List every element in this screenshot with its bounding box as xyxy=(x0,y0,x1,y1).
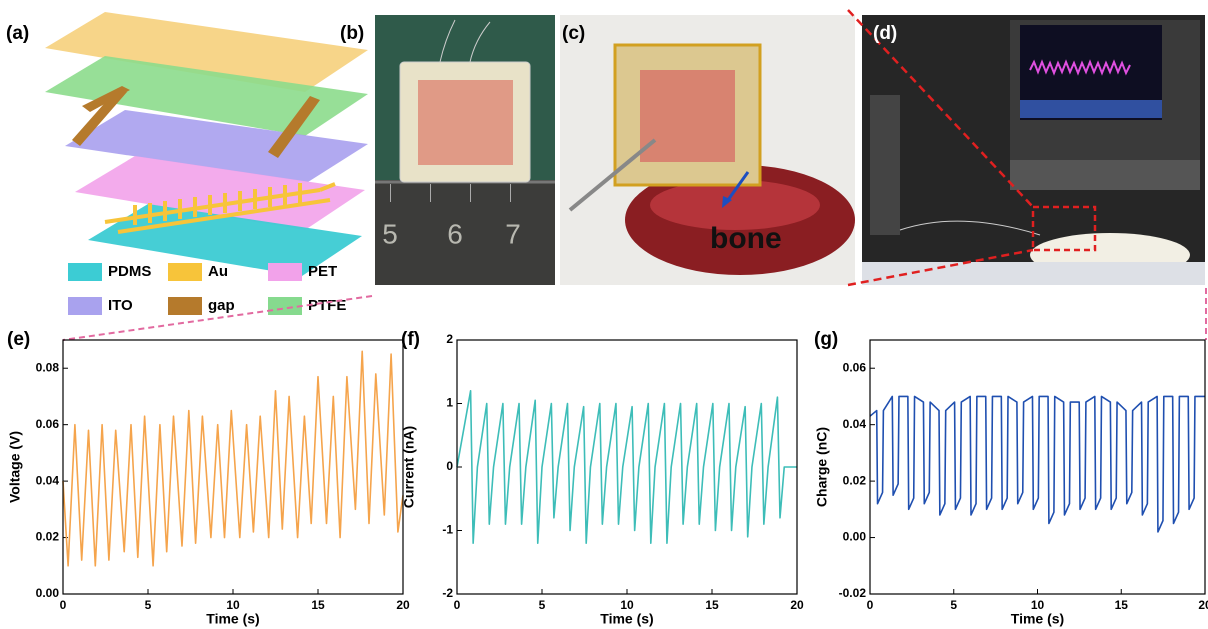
x-tick-label: 0 xyxy=(867,598,874,612)
legend-swatch xyxy=(68,263,102,281)
x-tick-label: 15 xyxy=(705,598,719,612)
ruler-label: 5 xyxy=(382,218,398,249)
legend-label: PDMS xyxy=(108,263,151,280)
y-tick-label: 0.00 xyxy=(36,586,60,600)
x-tick-label: 15 xyxy=(311,598,325,612)
x-tick-label: 20 xyxy=(790,598,804,612)
data-line xyxy=(457,391,797,543)
y-tick-label: 0.04 xyxy=(36,473,60,487)
legend-swatch xyxy=(268,263,302,281)
panel-label: (e) xyxy=(7,329,30,350)
y-tick-label: -1 xyxy=(442,523,453,537)
annotation: bone xyxy=(710,222,782,255)
panel-label: (f) xyxy=(401,329,420,350)
y-tick-label: 2 xyxy=(446,332,453,346)
y-tick-label: 1 xyxy=(446,396,453,410)
y-tick-label: 0 xyxy=(446,459,453,473)
y-tick-label: 0.08 xyxy=(36,360,60,374)
x-axis-label: Time (s) xyxy=(1011,611,1064,627)
x-tick-label: 5 xyxy=(145,598,152,612)
y-axis-label: Charge (nC) xyxy=(814,427,830,507)
y-tick-label: 0.00 xyxy=(843,530,867,544)
legend-swatch xyxy=(168,263,202,281)
photo-b xyxy=(375,15,555,285)
y-tick-label: 0.06 xyxy=(843,360,867,374)
x-tick-label: 0 xyxy=(60,598,67,612)
y-axis-label: Voltage (V) xyxy=(7,431,23,503)
data-line xyxy=(870,396,1205,531)
y-tick-label: 0.06 xyxy=(36,417,60,431)
x-axis-label: Time (s) xyxy=(600,611,653,627)
y-tick-label: -0.02 xyxy=(839,586,867,600)
ruler-label: 6 xyxy=(447,218,463,249)
legend-label: ITO xyxy=(108,297,133,314)
data-line xyxy=(63,351,403,565)
x-tick-label: 15 xyxy=(1115,598,1129,612)
photo-c xyxy=(560,15,855,285)
x-axis-label: Time (s) xyxy=(206,611,259,627)
x-tick-label: 5 xyxy=(539,598,546,612)
x-tick-label: 0 xyxy=(454,598,461,612)
legend-label: Au xyxy=(208,263,228,280)
x-tick-label: 20 xyxy=(1198,598,1208,612)
y-tick-label: -2 xyxy=(442,586,453,600)
panel-label: (c) xyxy=(562,23,585,44)
y-tick-label: 0.02 xyxy=(36,530,60,544)
legend-label: gap xyxy=(208,297,235,314)
panel-label: (d) xyxy=(873,23,897,44)
y-axis-label: Current (nA) xyxy=(401,426,417,508)
panel-label: (g) xyxy=(814,329,838,350)
y-tick-label: 0.04 xyxy=(843,417,867,431)
legend-swatch xyxy=(68,297,102,315)
panel-label: (a) xyxy=(6,23,29,44)
legend-label: PET xyxy=(308,263,337,280)
x-tick-label: 20 xyxy=(396,598,410,612)
ruler-label: 7 xyxy=(505,218,521,249)
legend-swatch xyxy=(168,297,202,315)
device-diagram xyxy=(45,12,368,276)
figure: (a) PDMSAuPETITOgapPTFE 5 6 7 (b) bone (… xyxy=(0,0,1208,629)
panel-label: (b) xyxy=(340,23,364,44)
y-tick-label: 0.02 xyxy=(843,473,867,487)
plot-frame xyxy=(870,340,1205,594)
x-tick-label: 5 xyxy=(950,598,957,612)
